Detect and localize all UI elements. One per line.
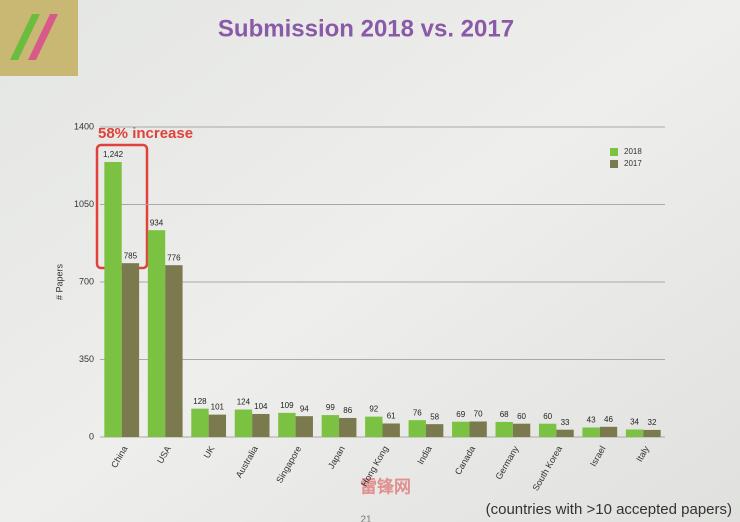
value-label: 104	[254, 402, 268, 411]
value-label: 92	[369, 405, 378, 414]
bar	[495, 421, 513, 437]
bar	[625, 429, 644, 437]
bar	[208, 414, 227, 437]
bar	[104, 161, 122, 437]
value-label: 776	[167, 253, 181, 262]
bar	[278, 412, 296, 437]
bar	[469, 421, 487, 437]
bar	[191, 408, 209, 437]
bar	[147, 230, 166, 437]
value-label: 934	[150, 218, 164, 227]
bar	[538, 423, 557, 437]
bar	[452, 421, 470, 437]
value-label: 46	[604, 415, 613, 424]
value-label: 60	[517, 412, 526, 421]
annotation: 58% increase	[98, 125, 193, 142]
y-tick-label: 1050	[74, 199, 94, 209]
bar	[321, 415, 340, 437]
value-label: 58	[430, 412, 439, 421]
legend-label: 2017	[624, 159, 642, 168]
value-label: 61	[387, 412, 396, 421]
y-axis-label: # Papers	[54, 263, 64, 300]
value-label: 32	[648, 418, 657, 427]
bar	[382, 423, 400, 437]
value-label: 86	[343, 406, 352, 415]
bar	[512, 423, 531, 437]
value-label: 1,242	[103, 150, 124, 159]
y-tick-label: 1400	[74, 121, 94, 131]
bar	[121, 263, 140, 437]
value-label: 785	[124, 251, 138, 260]
bar	[339, 417, 357, 437]
value-label: 34	[630, 418, 639, 427]
y-tick-label: 350	[79, 354, 94, 364]
value-label: 43	[587, 416, 596, 425]
watermark: 雷锋网	[360, 476, 411, 496]
value-label: 76	[413, 408, 422, 417]
page-number: 21	[360, 515, 372, 522]
value-label: 68	[500, 410, 509, 419]
bar	[582, 427, 600, 437]
value-label: 70	[474, 410, 483, 419]
value-label: 101	[211, 403, 225, 412]
bar	[425, 424, 444, 437]
footnote: (countries with >10 accepted papers)	[486, 501, 732, 518]
value-label: 69	[456, 410, 465, 419]
value-label: 128	[193, 397, 207, 406]
legend-label: 2018	[624, 147, 642, 156]
logo	[0, 0, 78, 76]
bar	[252, 413, 270, 437]
value-label: 109	[280, 401, 294, 410]
value-label: 99	[326, 403, 335, 412]
value-label: 94	[300, 404, 309, 413]
value-label: 60	[543, 412, 552, 421]
bar	[556, 429, 574, 437]
legend-swatch	[610, 160, 618, 168]
y-tick-label: 0	[89, 431, 94, 441]
bar	[643, 429, 661, 437]
bar	[365, 416, 383, 437]
bar	[165, 265, 183, 437]
legend-swatch	[610, 148, 618, 156]
chart-title: Submission 2018 vs. 2017	[218, 15, 514, 42]
bar	[234, 409, 253, 437]
bar	[408, 420, 426, 437]
y-tick-label: 700	[79, 276, 94, 286]
value-label: 33	[561, 418, 570, 427]
bar	[295, 416, 313, 437]
bar	[599, 426, 618, 437]
value-label: 124	[237, 398, 251, 407]
